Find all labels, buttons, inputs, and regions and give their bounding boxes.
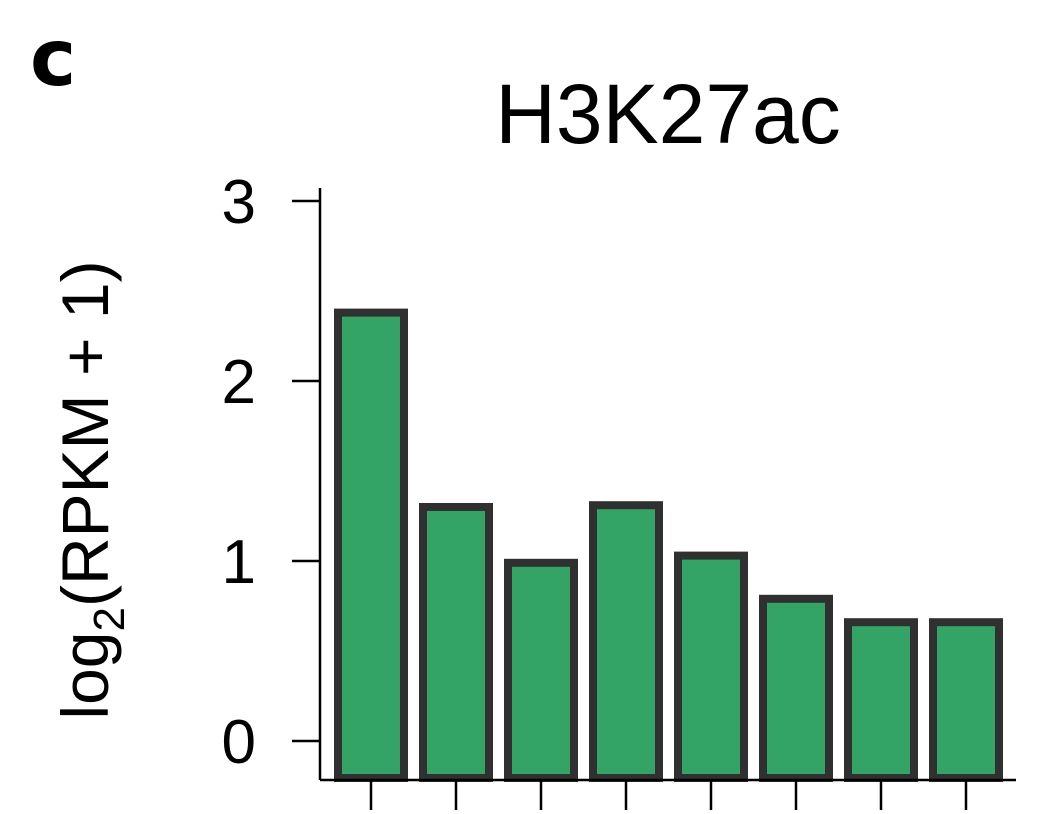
bar-5 (674, 551, 748, 782)
y-axis: 0 1 2 3 (222, 168, 322, 780)
y-axis-label-rest: (RPKM + 1) (48, 260, 122, 607)
bar-8 (929, 618, 1003, 783)
bar-6 (759, 594, 833, 782)
svg-text:log2(RPKM + 1): log2(RPKM + 1) (48, 260, 134, 719)
panel-label: c (30, 14, 77, 104)
bar-7 (844, 618, 918, 783)
bar-3 (504, 558, 578, 782)
y-axis-label-subscript: 2 (85, 607, 134, 631)
bar-4 (589, 501, 663, 782)
y-tick-label-2: 2 (222, 348, 256, 417)
x-axis (320, 778, 1016, 810)
y-axis-label: log2(RPKM + 1) (48, 260, 134, 719)
y-tick-label-1: 1 (222, 528, 256, 597)
bar-1 (334, 308, 408, 782)
y-tick-label-0: 0 (222, 708, 256, 777)
bar-2 (419, 503, 493, 782)
y-tick-label-3: 3 (222, 168, 256, 237)
bars-group (334, 308, 1003, 783)
chart-title: H3K27ac (495, 67, 841, 161)
y-axis-label-main: log (48, 631, 122, 719)
